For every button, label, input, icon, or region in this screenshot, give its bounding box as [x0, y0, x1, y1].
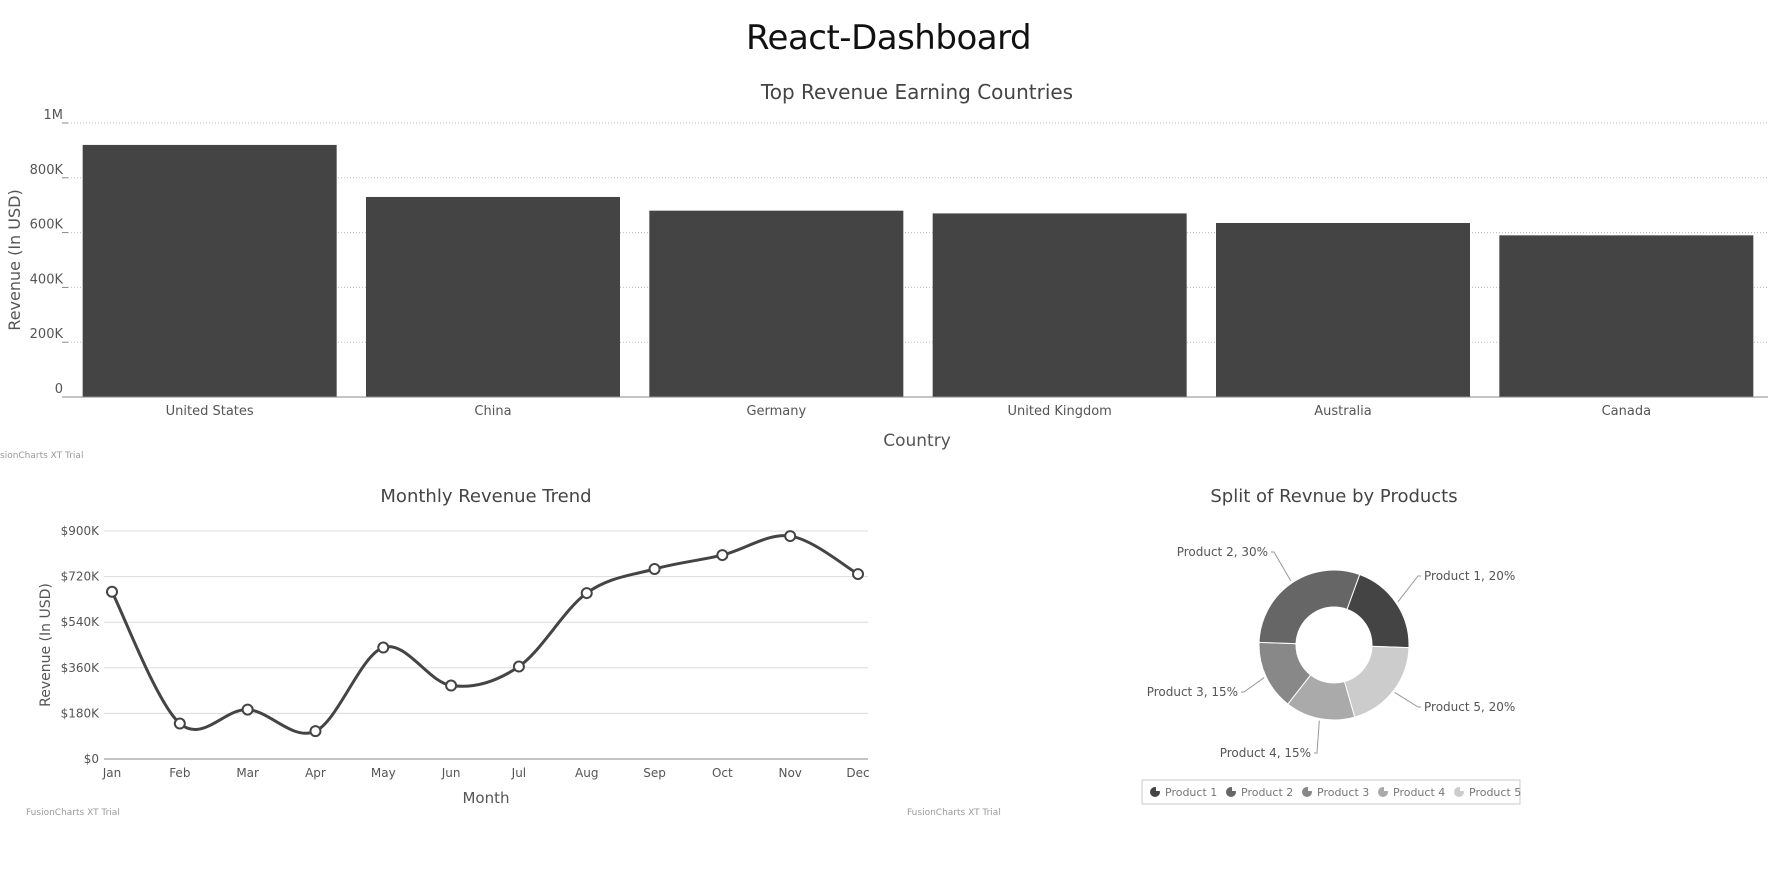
- line-x-tick-label: Oct: [712, 766, 733, 780]
- line-x-tick-label: Apr: [305, 766, 326, 780]
- legend-pie-icon: [1454, 786, 1465, 797]
- line-x-tick-label: Jul: [511, 766, 526, 780]
- doughnut-label-connector: [1397, 575, 1421, 603]
- bar-chart-title: Top Revenue Earning Countries: [760, 80, 1073, 104]
- line-x-axis-label: Month: [462, 789, 509, 807]
- bar-china: [366, 196, 620, 397]
- doughnut-label-connector: [1271, 551, 1292, 582]
- legend-pie-icon-cut: [1232, 786, 1237, 791]
- bar-x-tick-label: United Kingdom: [1007, 404, 1111, 419]
- bar-y-tick-label: 1M: [44, 108, 64, 123]
- line-x-tick-label: Mar: [236, 766, 259, 780]
- doughnut-legend: Product 1 Product 2 Product 3 Product 4 Prod…: [1141, 779, 1521, 805]
- line-point-apr: [309, 725, 322, 738]
- line-x-tick-label: May: [371, 766, 396, 780]
- line-point-jun: [445, 679, 458, 692]
- line-x-tick-label: Dec: [846, 766, 869, 780]
- line-point-mar: [241, 703, 254, 716]
- doughnut-label-connector: [1394, 691, 1421, 708]
- bar-y-tick-label: 200K: [30, 327, 64, 342]
- line-y-tick-label: $360K: [61, 661, 101, 675]
- pie-chart-title: Split of Revnue by Products: [1210, 486, 1457, 507]
- page-title: React-Dashboard: [745, 18, 1032, 58]
- doughnut-slice-product-1: [1346, 573, 1410, 649]
- line-x-tick-label: Sep: [643, 766, 666, 780]
- line-x-tick-label: Aug: [575, 766, 598, 780]
- line-point-jul: [512, 660, 525, 673]
- bar-x-tick-label: United States: [166, 404, 254, 419]
- doughnut-data-label: Product 5, 20%: [1424, 700, 1515, 714]
- bar-x-tick-label: Canada: [1602, 404, 1651, 419]
- line-x-tick-label: Jun: [441, 766, 461, 780]
- legend-item-label: Product 5: [1469, 786, 1521, 799]
- monthly-revenue-line-chart: Monthly Revenue Trend $0 $180K $360K $540K $7…: [26, 486, 870, 818]
- legend-pie-icon: [1226, 786, 1237, 797]
- line-x-tick-label: Feb: [169, 766, 190, 780]
- bar-y-axis-label: Revenue (In USD): [5, 189, 24, 330]
- line-point-dec: [852, 568, 864, 581]
- doughnut-slice-product-2: [1258, 569, 1361, 645]
- legend-pie-icon-cut: [1156, 786, 1161, 791]
- line-y-tick-label: $900K: [61, 524, 101, 538]
- bar-y-tick-label: 600K: [30, 218, 64, 233]
- bar-x-axis-label: Country: [883, 431, 951, 451]
- revenue-by-country-bar-chart: Top Revenue Earning Countries 0 200K 400K 60…: [0, 80, 1768, 461]
- legend-item-label: Product 1: [1165, 786, 1217, 799]
- bar-trial-label: sionCharts XT Trial: [0, 451, 83, 461]
- line-y-tick-label: $540K: [61, 615, 101, 629]
- legend-pie-icon: [1302, 786, 1313, 797]
- line-y-tick-label: $0: [84, 752, 99, 766]
- doughnut-label-connector: [1241, 677, 1265, 693]
- bar-x-tick-label: Germany: [746, 404, 806, 419]
- line-point-jan: [106, 585, 118, 598]
- doughnut-data-label: Product 3, 15%: [1147, 685, 1238, 699]
- line-chart-title: Monthly Revenue Trend: [380, 486, 591, 507]
- legend-pie-icon-cut: [1460, 786, 1465, 791]
- pie-trial-label: FusionCharts XT Trial: [907, 808, 1001, 818]
- doughnut-data-label: Product 2, 30%: [1177, 545, 1268, 559]
- legend-item-label: Product 4: [1393, 786, 1445, 799]
- doughnut-data-label: Product 4, 15%: [1220, 746, 1311, 760]
- line-x-tick-label: Nov: [778, 766, 801, 780]
- bar-y-tick-label: 800K: [30, 163, 64, 178]
- bar-germany: [649, 210, 904, 397]
- legend-pie-icon: [1150, 786, 1161, 797]
- legend-pie-icon-cut: [1384, 786, 1389, 791]
- line-point-nov: [784, 530, 797, 543]
- line-point-sep: [648, 563, 661, 575]
- legend-pie-icon: [1378, 786, 1389, 797]
- bar-y-tick-label: 0: [55, 382, 63, 397]
- bar-canada: [1499, 235, 1754, 397]
- legend-item-label: Product 3: [1317, 786, 1369, 799]
- line-point-may: [377, 641, 390, 654]
- doughnut-slice-product-5: [1343, 645, 1410, 718]
- bar-united-states: [82, 144, 337, 397]
- line-y-axis-label: Revenue (In USD): [38, 583, 54, 707]
- line-trial-label: FusionCharts XT Trial: [26, 808, 120, 818]
- line-point-feb: [173, 717, 186, 730]
- legend-item-label: Product 2: [1241, 786, 1293, 799]
- bar-x-tick-label: China: [474, 404, 511, 419]
- bar-australia: [1216, 223, 1470, 397]
- legend-pie-icon-cut: [1308, 786, 1313, 791]
- line-x-tick-label: Jan: [102, 766, 122, 780]
- line-y-tick-label: $180K: [61, 706, 101, 720]
- bar-x-tick-label: Australia: [1314, 404, 1372, 419]
- doughnut-data-label: Product 1, 20%: [1424, 569, 1515, 583]
- bar-y-tick-label: 400K: [30, 272, 64, 287]
- doughnut-label-connector: [1314, 720, 1320, 754]
- line-point-oct: [716, 549, 729, 562]
- line-y-tick-label: $720K: [61, 570, 101, 584]
- line-point-aug: [580, 587, 593, 600]
- bar-united-kingdom: [932, 213, 1187, 397]
